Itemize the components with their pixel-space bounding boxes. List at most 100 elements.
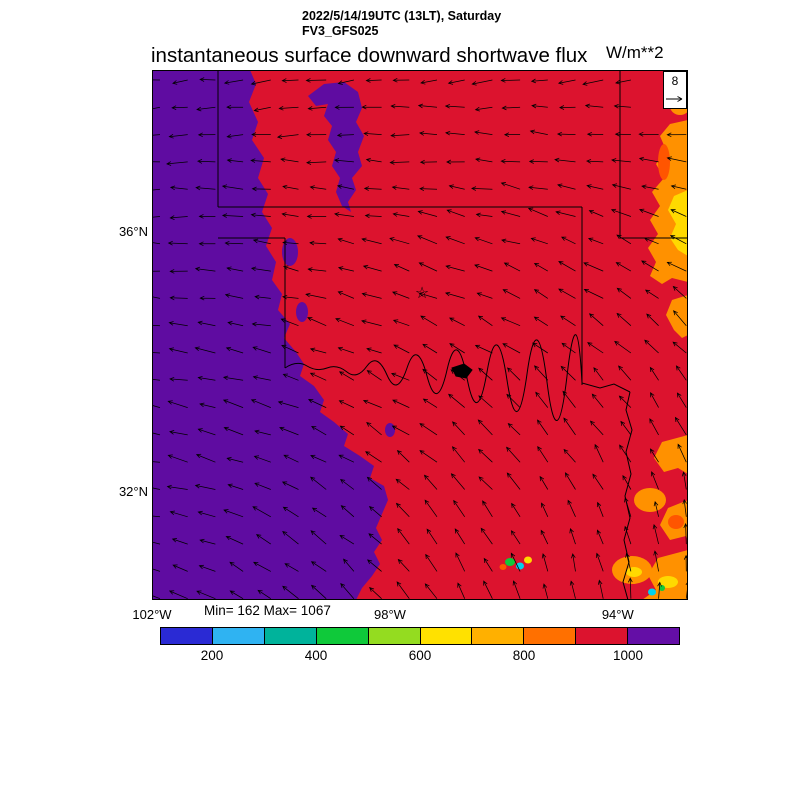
wind-arrow — [167, 454, 188, 463]
flux-field-green-speck — [505, 558, 515, 566]
wind-arrow — [475, 212, 493, 218]
wind-arrow — [223, 79, 244, 85]
wind-arrow — [391, 291, 410, 299]
wind-arrow — [650, 471, 659, 490]
wind-arrow — [563, 417, 576, 436]
wind-arrow — [533, 289, 549, 299]
wind-arrow — [365, 78, 382, 83]
wind-arrow — [533, 262, 548, 272]
wind-arrow — [528, 185, 548, 190]
wind-arrow — [172, 79, 188, 85]
wind-arrow — [424, 583, 438, 599]
wind-arrow — [195, 185, 216, 191]
wind-arrow — [366, 370, 382, 381]
colorbar-segment — [420, 628, 473, 644]
wind-arrow — [168, 590, 188, 600]
map-plot-area: ☆ 8 — [152, 70, 688, 600]
wind-arrow — [649, 448, 659, 463]
flux-field-yellow-core-east — [668, 190, 688, 256]
lon-tick-label: 94°W — [601, 607, 634, 622]
wind-arrow — [418, 262, 438, 272]
wind-arrow — [397, 528, 410, 545]
wind-arrow — [483, 580, 493, 599]
wind-arrow — [197, 159, 216, 164]
state-border-texas-east — [622, 391, 633, 600]
wind-arrow — [424, 499, 438, 518]
wind-arrow — [615, 262, 632, 272]
wind-arrow — [254, 294, 271, 300]
wind-arrow — [583, 289, 604, 299]
wind-arrow — [222, 399, 244, 408]
wind-arrow — [586, 158, 604, 164]
wind-arrow — [564, 472, 576, 490]
wind-arrow — [171, 538, 188, 545]
wind-arrow — [586, 131, 604, 137]
wind-arrow — [416, 235, 438, 245]
plot-frame — [152, 70, 688, 600]
lat-tick-label: 36°N — [118, 224, 148, 240]
wind-arrow — [592, 473, 604, 490]
wind-arrow — [596, 529, 604, 545]
wind-arrow — [282, 585, 299, 599]
wind-arrow — [255, 534, 272, 545]
wind-arrow — [649, 366, 659, 381]
wind-arrow — [227, 483, 244, 490]
wind-arrow — [471, 79, 493, 86]
wind-arrow — [455, 552, 466, 572]
wind-arrow — [251, 132, 271, 137]
wind-arrow — [196, 590, 216, 600]
wind-arrow — [309, 240, 327, 246]
wind-arrow — [362, 399, 382, 408]
wind-arrow — [251, 321, 271, 327]
wind-arrow — [670, 209, 687, 217]
colorbar-segment — [368, 628, 421, 644]
wind-arrow — [307, 317, 327, 327]
wind-arrow — [476, 292, 493, 299]
wind-arrow — [669, 235, 687, 245]
wind-arrow — [283, 454, 299, 463]
wind-arrow — [310, 530, 327, 545]
wind-arrow — [559, 105, 576, 110]
wind-arrow — [167, 400, 188, 408]
reference-arrow-icon — [666, 96, 683, 102]
state-borders — [217, 70, 688, 600]
flux-field-purple-fragment — [282, 238, 298, 266]
wind-arrow — [222, 375, 244, 381]
wind-arrow — [335, 317, 355, 327]
wind-arrow — [638, 156, 659, 163]
wind-arrow — [152, 515, 161, 518]
wind-arrow — [501, 105, 521, 111]
wind-arrow — [152, 404, 161, 408]
wind-arrow — [622, 474, 632, 490]
wind-arrow — [650, 392, 659, 408]
wind-arrow — [152, 352, 161, 354]
wind-arrow — [250, 158, 271, 163]
wind-arrow — [166, 484, 188, 490]
wind-arrow — [530, 237, 548, 245]
wind-arrow — [339, 425, 355, 436]
wind-arrow — [197, 510, 216, 518]
wind-arrow — [419, 423, 438, 436]
wind-arrow — [451, 421, 465, 436]
wind-arrow — [420, 79, 438, 85]
wind-arrow — [507, 423, 521, 436]
wind-arrow — [644, 339, 659, 354]
wind-arrow — [390, 133, 410, 138]
wind-arrow — [366, 347, 382, 354]
wind-arrow — [198, 214, 216, 219]
wind-arrow — [392, 77, 410, 83]
wind-arrow — [280, 157, 299, 163]
wind-arrow — [652, 523, 659, 545]
wind-arrow — [419, 186, 438, 192]
colorbar-segment — [316, 628, 369, 644]
wind-arrow — [561, 342, 576, 354]
wind-arrow — [453, 499, 466, 518]
wind-arrow — [535, 391, 549, 408]
wind-arrow — [252, 375, 271, 381]
wind-arrow — [199, 538, 216, 545]
wind-arrow — [557, 183, 576, 190]
wind-arrow — [478, 448, 493, 463]
wind-arrow — [586, 184, 604, 190]
wind-arrow — [168, 321, 188, 327]
wind-arrow — [152, 270, 161, 272]
